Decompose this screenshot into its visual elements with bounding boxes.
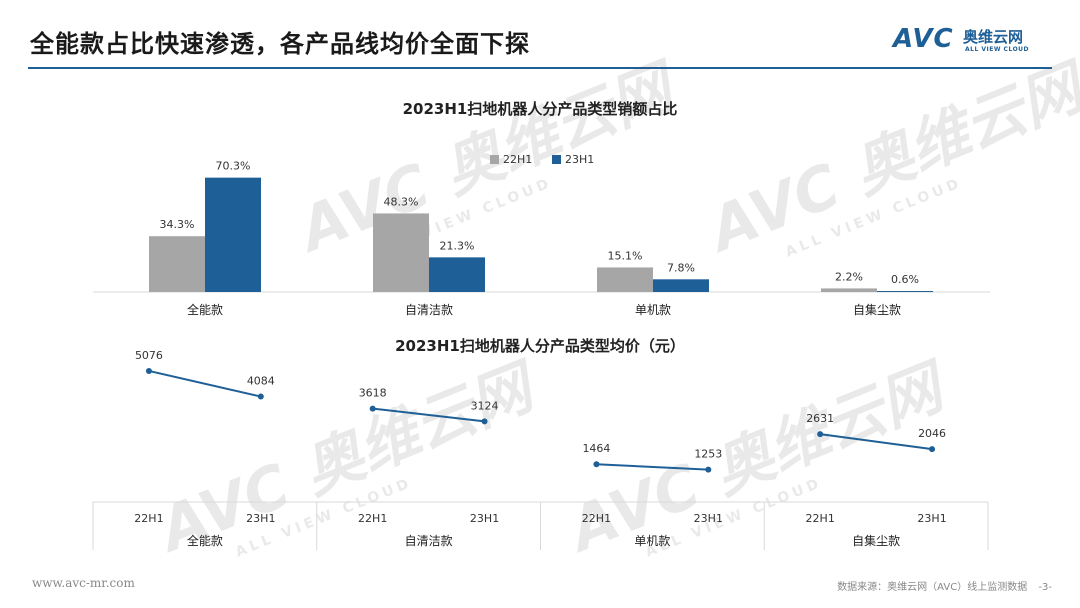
- period-tick-label: 22H1: [358, 512, 387, 525]
- bar-category-label: 全能款: [187, 302, 223, 317]
- bar-22h1-3: [821, 288, 877, 292]
- bar-22h1-0: [149, 236, 205, 292]
- period-tick-label: 22H1: [582, 512, 611, 525]
- logo-mark: AVC: [893, 24, 954, 54]
- legend-swatch-23h1: [552, 155, 561, 164]
- line-chart-title: 2023H1扫地机器人分产品类型均价（元）: [395, 337, 685, 355]
- bar-category-label: 单机款: [635, 303, 671, 317]
- page-number: -3-: [1038, 582, 1052, 593]
- price-line-1: [372, 407, 485, 423]
- price-point-23h1: [257, 393, 264, 400]
- price-label-23h1: 4084: [247, 375, 275, 388]
- bar-value-label: 0.6%: [891, 273, 919, 286]
- title-divider: [28, 67, 1052, 69]
- price-line-2: [596, 463, 709, 471]
- legend-label-23h1: 23H1: [565, 153, 594, 166]
- bar-22h1-2: [597, 267, 653, 292]
- price-label-23h1: 3124: [471, 399, 499, 412]
- price-label-22h1: 1464: [582, 442, 610, 455]
- legend-label-22h1: 22H1: [503, 153, 532, 166]
- price-line-0: [148, 369, 262, 398]
- price-point-22h1: [817, 431, 824, 438]
- bar-value-label: 7.8%: [667, 261, 695, 274]
- price-label-22h1: 3618: [359, 387, 387, 400]
- period-tick-label: 23H1: [246, 512, 275, 525]
- bar-value-label: 34.3%: [160, 218, 195, 231]
- logo-chinese-name: 奥维云网: [963, 28, 1024, 46]
- period-tick-label: 22H1: [134, 512, 163, 525]
- bar-value-label: 70.3%: [216, 160, 251, 173]
- price-point-22h1: [369, 405, 376, 412]
- price-point-22h1: [593, 461, 600, 468]
- bar-23h1-2: [653, 279, 709, 292]
- period-tick-label: 23H1: [470, 512, 499, 525]
- avc-logo: AVC 奥维云网 ALL VIEW CLOUD: [893, 24, 1058, 60]
- line-category-label: 自清洁款: [405, 534, 453, 548]
- price-label-22h1: 5076: [135, 349, 163, 362]
- price-point-23h1: [481, 418, 488, 425]
- bar-23h1-0: [205, 177, 261, 292]
- price-line-3: [820, 433, 933, 451]
- bar-23h1-1: [429, 257, 485, 292]
- price-point-23h1: [705, 466, 712, 473]
- bar-chart-title: 2023H1扫地机器人分产品类型销额占比: [403, 100, 678, 118]
- period-tick-label: 23H1: [694, 512, 723, 525]
- line-category-label: 全能款: [187, 533, 223, 548]
- legend-swatch-22h1: [490, 155, 499, 164]
- bar-23h1-3: [877, 291, 933, 292]
- bar-22h1-1: [373, 213, 429, 292]
- period-tick-label: 22H1: [806, 512, 835, 525]
- period-tick-label: 23H1: [917, 512, 946, 525]
- price-label-22h1: 2631: [806, 412, 834, 425]
- bar-value-label: 2.2%: [835, 270, 863, 283]
- price-point-23h1: [929, 446, 936, 453]
- data-source-note: 数据来源：奥维云网（AVC）线上监测数据 -3-: [837, 578, 1052, 593]
- line-category-label: 自集尘款: [852, 533, 900, 548]
- website-url[interactable]: www.avc-mr.com: [32, 576, 135, 590]
- bar-value-label: 48.3%: [384, 195, 419, 208]
- line-category-label: 单机款: [634, 534, 670, 548]
- price-label-23h1: 1253: [694, 448, 722, 461]
- bar-category-label: 自清洁款: [405, 303, 453, 317]
- bar-category-label: 自集尘款: [853, 302, 901, 317]
- bar-value-label: 15.1%: [608, 249, 643, 262]
- source-text: 数据来源：奥维云网（AVC）线上监测数据: [837, 582, 1028, 593]
- logo-english-name: ALL VIEW CLOUD: [965, 46, 1030, 53]
- price-label-23h1: 2046: [918, 427, 946, 440]
- page-title: 全能款占比快速渗透，各产品线均价全面下探: [30, 30, 530, 58]
- bar-value-label: 21.3%: [440, 239, 475, 252]
- price-point-22h1: [145, 367, 152, 374]
